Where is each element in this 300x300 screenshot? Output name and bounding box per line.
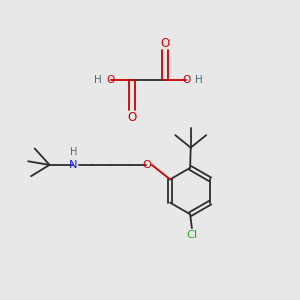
Text: O: O bbox=[160, 37, 170, 50]
Text: O: O bbox=[142, 160, 151, 170]
Text: O: O bbox=[128, 111, 137, 124]
Text: Cl: Cl bbox=[186, 230, 197, 240]
Text: O: O bbox=[182, 75, 191, 85]
Text: O: O bbox=[106, 75, 115, 85]
Text: N: N bbox=[69, 160, 78, 170]
Text: H: H bbox=[94, 75, 102, 85]
Text: H: H bbox=[70, 147, 77, 158]
Text: H: H bbox=[195, 75, 202, 85]
